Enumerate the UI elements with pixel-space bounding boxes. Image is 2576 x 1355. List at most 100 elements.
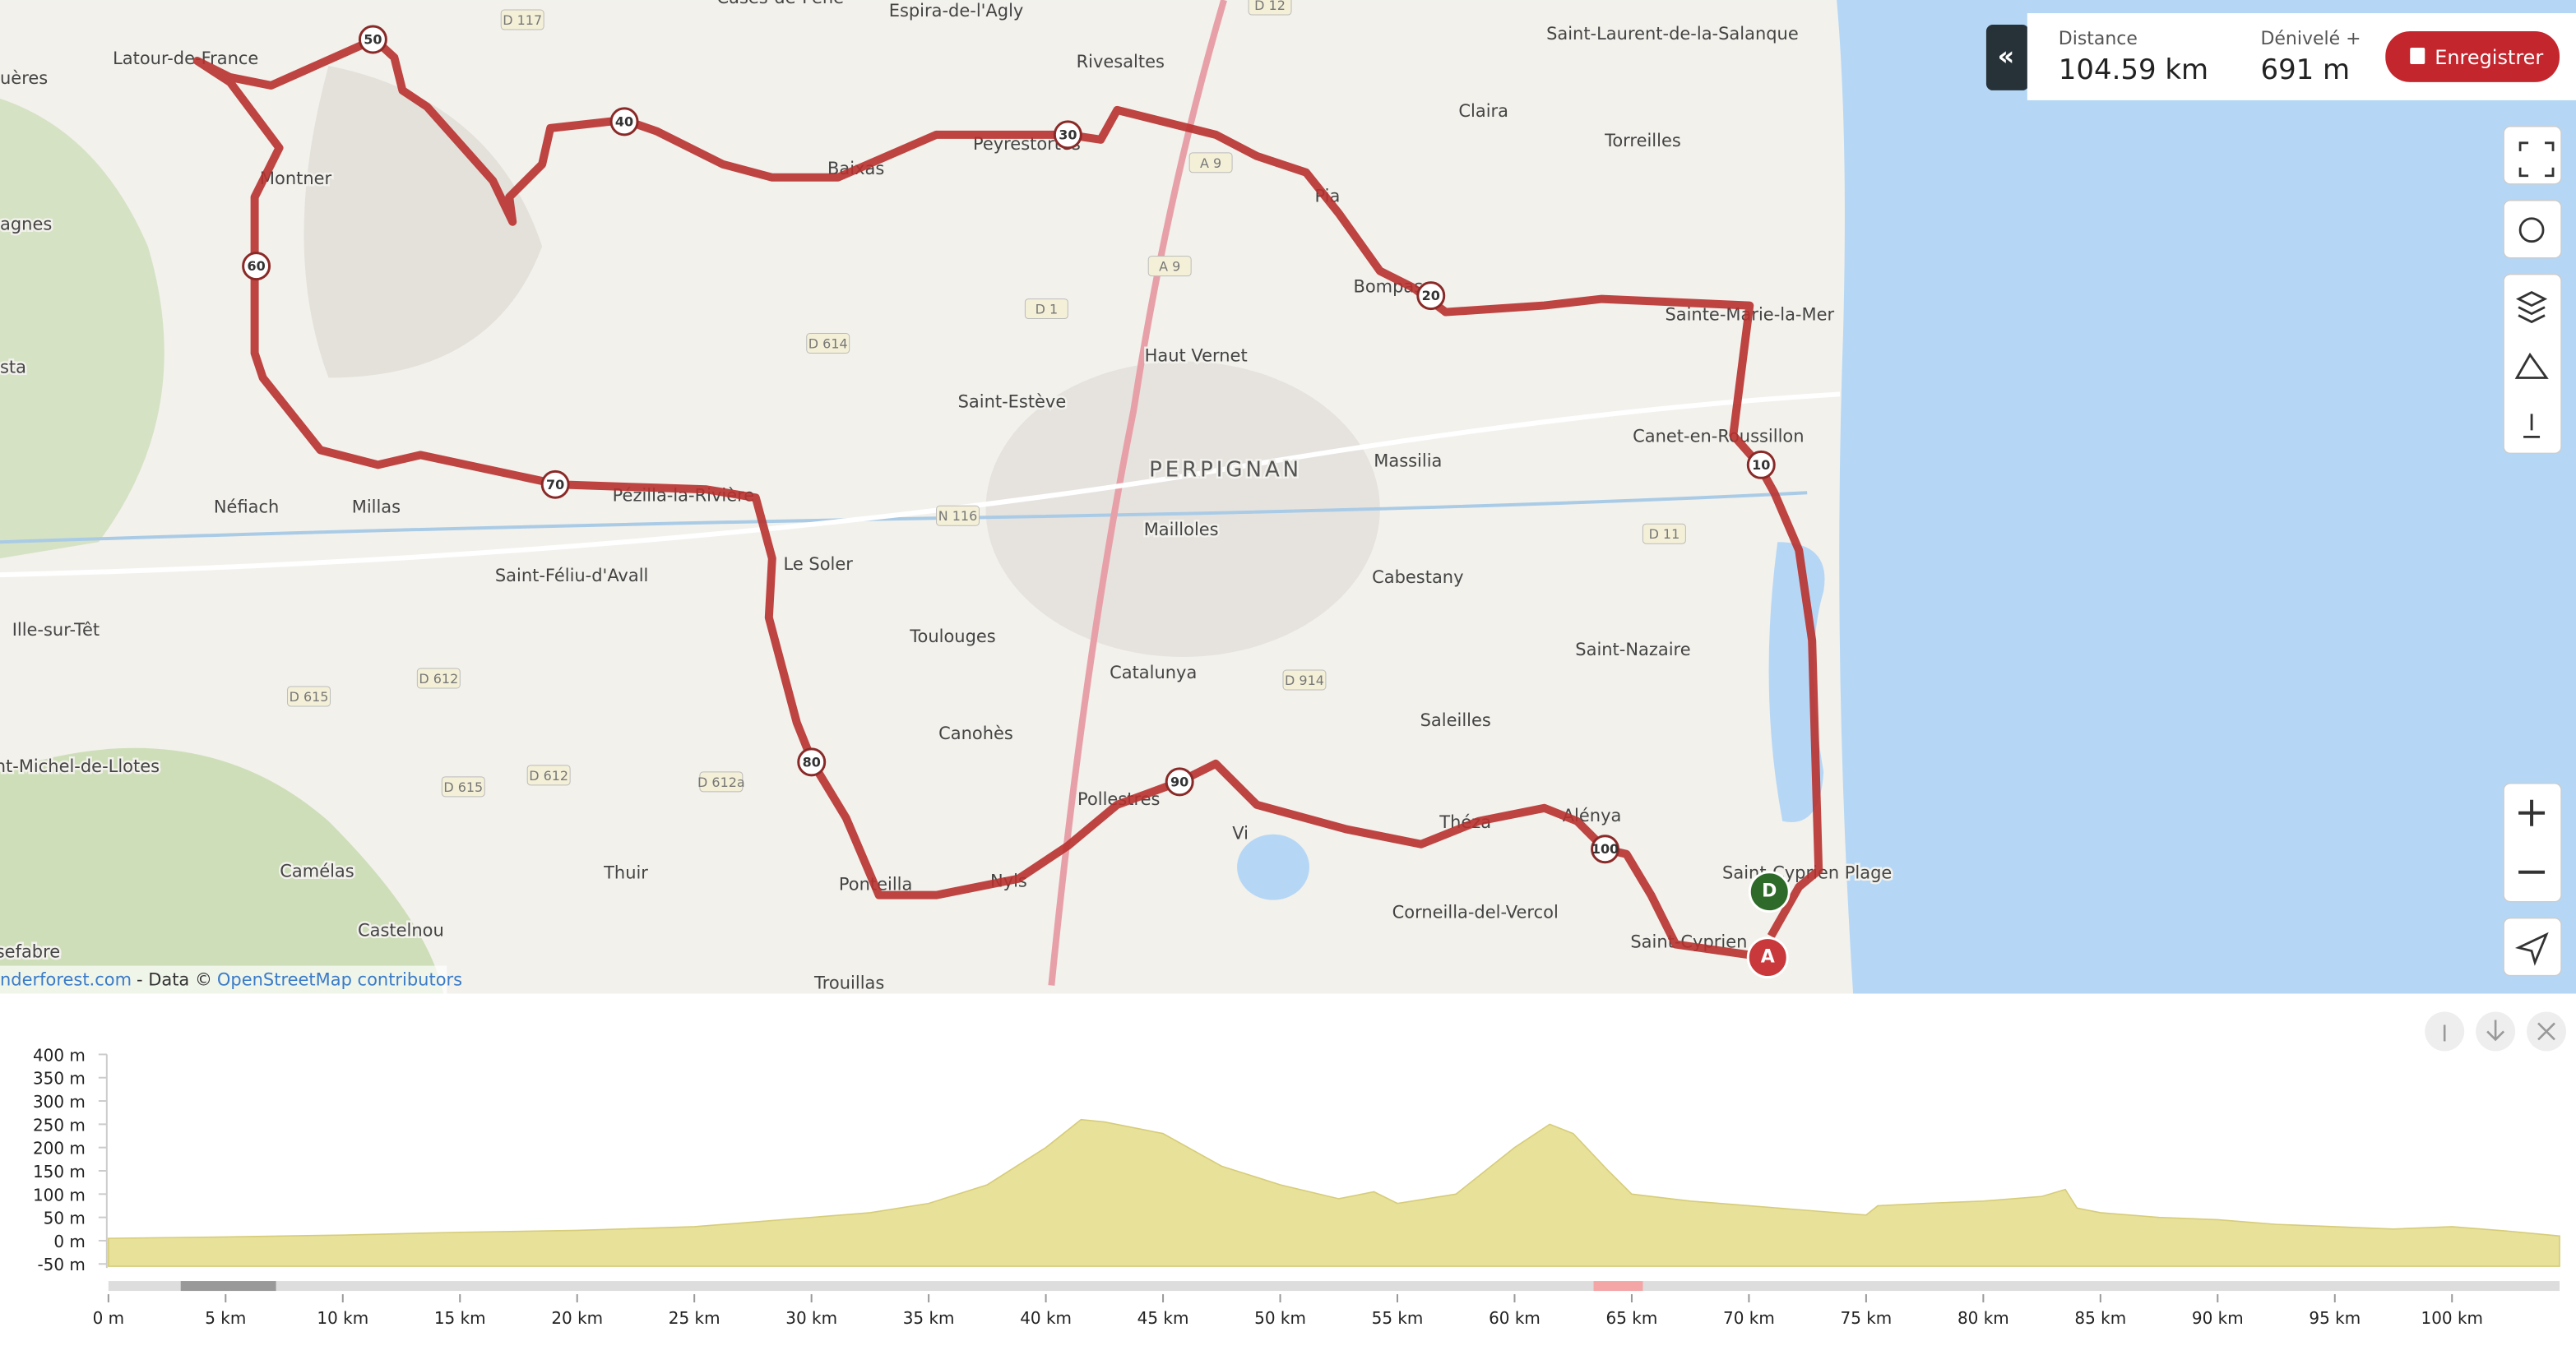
place-label: Le Soler — [784, 554, 854, 574]
road-badge — [699, 771, 744, 793]
place-label: Ille-sur-Têt — [12, 620, 100, 640]
x-tick-label: 100 km — [2421, 1308, 2482, 1328]
hills — [303, 65, 543, 378]
x-tick-label: 80 km — [1957, 1308, 2009, 1328]
surface-segment — [180, 1281, 276, 1292]
road-label: D 612 — [419, 671, 458, 687]
road-label: N 116 — [938, 508, 978, 524]
attribution-prefix[interactable]: nderforest.com — [0, 970, 132, 990]
layers-icon[interactable] — [2515, 291, 2548, 324]
place-label: Torreilles — [1604, 131, 1681, 150]
km-label: 10 — [1752, 457, 1770, 473]
road-badge — [500, 9, 544, 30]
save-icon — [2410, 47, 2425, 64]
place-label: Cases-de-Pène — [716, 0, 844, 7]
road-label: D 612 — [529, 768, 568, 784]
place-label: Castelnou — [358, 921, 444, 941]
place-label: Rivesaltes — [1077, 52, 1165, 72]
km-marker — [1591, 835, 1619, 864]
terrain-icon[interactable] — [2514, 352, 2549, 379]
zoom-group — [2503, 783, 2562, 903]
y-tick-label: 250 m — [33, 1115, 86, 1135]
distance-label: Distance — [2059, 29, 2138, 49]
km-marker — [1165, 767, 1194, 797]
road-label: A 9 — [1159, 259, 1180, 275]
road — [0, 391, 1841, 578]
place-label: Néfiach — [214, 497, 279, 516]
place-label: Canet-en-Roussillon — [1633, 426, 1804, 446]
place-label: Saint-Nazaire — [1575, 640, 1690, 659]
distance-value: 104.59 km — [2059, 53, 2208, 86]
road-badge — [1248, 0, 1292, 16]
road-label: D 615 — [290, 689, 329, 705]
place-label: Saint-Laurent-de-la-Salanque — [1546, 24, 1799, 44]
settings-button[interactable] — [2503, 200, 2562, 259]
road-badge — [1024, 298, 1068, 320]
forest — [0, 98, 164, 559]
km-label: 40 — [615, 113, 633, 129]
save-label: Enregistrer — [2435, 46, 2543, 69]
place-label: PERPIGNAN — [1149, 457, 1302, 482]
km-label: 90 — [1170, 774, 1188, 789]
km-marker — [1416, 281, 1446, 311]
route — [192, 35, 1823, 962]
km-marker — [1746, 450, 1776, 479]
x-tick-label: 55 km — [1372, 1308, 1424, 1328]
place-label: uères — [0, 68, 48, 88]
road-label: D 117 — [503, 12, 542, 28]
km-label: 80 — [803, 754, 821, 770]
city — [985, 361, 1380, 658]
x-tick-label: 0 m — [93, 1308, 125, 1328]
road-label: D 615 — [443, 779, 483, 795]
y-tick-label: 50 m — [44, 1209, 86, 1228]
poi-icon[interactable] — [2523, 414, 2541, 438]
x-tick-label: 25 km — [669, 1308, 720, 1328]
x-tick-label: 60 km — [1489, 1308, 1541, 1328]
km-label: 30 — [1059, 127, 1077, 142]
km-label: 20 — [1422, 288, 1440, 303]
close-icon — [2537, 1022, 2555, 1041]
place-label: Thuir — [603, 863, 648, 883]
km-marker — [358, 25, 387, 54]
end-label: A — [1761, 947, 1775, 968]
place-label: Saint-Féliu-d'Avall — [495, 566, 649, 585]
x-tick-label: 15 km — [434, 1308, 486, 1328]
sea — [1837, 0, 2576, 994]
collapse-button[interactable] — [1985, 25, 2029, 90]
fullscreen-button[interactable] — [2503, 126, 2562, 185]
zoom-in[interactable] — [2518, 799, 2546, 826]
place-label: Latour-de-France — [113, 49, 258, 68]
y-tick-label: 350 m — [33, 1069, 86, 1089]
y-tick-label: 100 m — [33, 1185, 86, 1205]
km-marker — [797, 747, 827, 777]
km-marker — [242, 252, 271, 281]
lake — [1237, 834, 1309, 900]
y-tick-label: 400 m — [33, 1045, 86, 1065]
road-badge — [1282, 669, 1327, 691]
start-marker[interactable] — [1748, 871, 1791, 913]
x-tick-label: 50 km — [1254, 1308, 1306, 1328]
place-label: Toulouges — [909, 627, 995, 646]
forest — [0, 747, 444, 994]
place-label: agnes — [0, 215, 52, 234]
road-label: D 1 — [1035, 302, 1059, 317]
fullscreen-icon — [2518, 141, 2555, 178]
road-label: D 11 — [1649, 526, 1680, 542]
place-label: Trouillas — [813, 973, 884, 993]
save-button[interactable] — [2385, 31, 2560, 82]
road-label: D 614 — [808, 336, 848, 352]
x-tick-label: 90 km — [2192, 1308, 2244, 1328]
place-label: Vi — [1232, 824, 1249, 844]
place-label: Corneilla-del-Vercol — [1392, 903, 1559, 923]
place-label: Mailloles — [1144, 520, 1219, 539]
x-tick-label: 5 km — [205, 1308, 246, 1328]
attribution-link[interactable]: OpenStreetMap contributors — [217, 970, 462, 990]
layers-group — [2503, 273, 2562, 455]
surface-segment — [1593, 1281, 1643, 1292]
locate-button[interactable] — [2503, 917, 2562, 977]
end-marker[interactable] — [1746, 936, 1789, 979]
place-label: Saint-Estève — [958, 391, 1067, 411]
highway — [1048, 0, 1227, 986]
km-label: 100 — [1591, 841, 1619, 857]
x-tick-label: 85 km — [2074, 1308, 2126, 1328]
